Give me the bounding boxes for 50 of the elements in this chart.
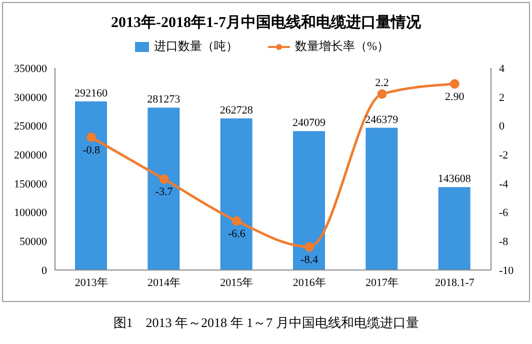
data-label: -0.8 [82,144,101,156]
y2-tick-label: -6 [499,207,509,220]
bar [220,118,252,270]
data-label: 2.2 [375,76,389,89]
y-tick-label: 250000 [14,120,48,133]
chart-title: 2013年-2018年1-7月中国电线和电缆进口量情况 [110,13,422,32]
point [86,132,96,142]
data-label: -6.6 [228,228,246,240]
bar [293,131,325,270]
x-tick-label: 2018.1-7 [434,276,475,289]
data-label: 246379 [365,114,399,126]
data-label: -3.7 [155,186,174,198]
y2-tick-label: 2 [499,92,504,104]
data-label: 2.90 [445,90,465,103]
data-label: 292160 [74,87,108,100]
bar [75,101,107,270]
y2-tick-label: 4 [499,62,505,75]
data-label: 262728 [220,104,254,116]
data-label: 281273 [147,94,181,106]
caption: 图1 2013 年～2018 年 1～7 月中国电线和电缆进口量 [112,314,420,332]
point [232,216,242,226]
y2-tick-label: 0 [499,120,505,133]
y-tick-label: 300000 [14,92,48,104]
x-tick-label: 2014年 [148,276,180,289]
y-tick-label: 0 [42,264,48,277]
point [377,89,387,99]
data-label: 143608 [438,173,472,186]
y2-tick-label: -2 [499,149,508,162]
y-tick-label: 350000 [14,62,48,75]
bar [148,108,180,270]
y2-tick-label: -10 [499,264,514,277]
x-tick-label: 2017年 [366,276,398,289]
y-tick-label: 150000 [14,178,48,190]
x-tick-label: 2016年 [292,276,326,289]
legend-label: 进口数量（吨） [153,38,238,55]
point [304,242,314,252]
data-label: 240709 [292,117,326,130]
bar [366,128,398,270]
y-tick-label: 100000 [14,207,48,220]
y2-tick-label: -8 [499,236,509,248]
x-tick-label: 2013年 [74,276,108,289]
point [450,79,460,89]
y-tick-label: 200000 [14,149,48,162]
legend-label: 数量增长率（%） [294,38,389,55]
bar [438,187,470,270]
y2-tick-label: -4 [499,178,509,190]
data-label: -8.4 [300,254,319,266]
y-tick-label: 50000 [20,236,48,248]
x-tick-label: 2015年 [220,276,254,289]
point [159,174,169,184]
